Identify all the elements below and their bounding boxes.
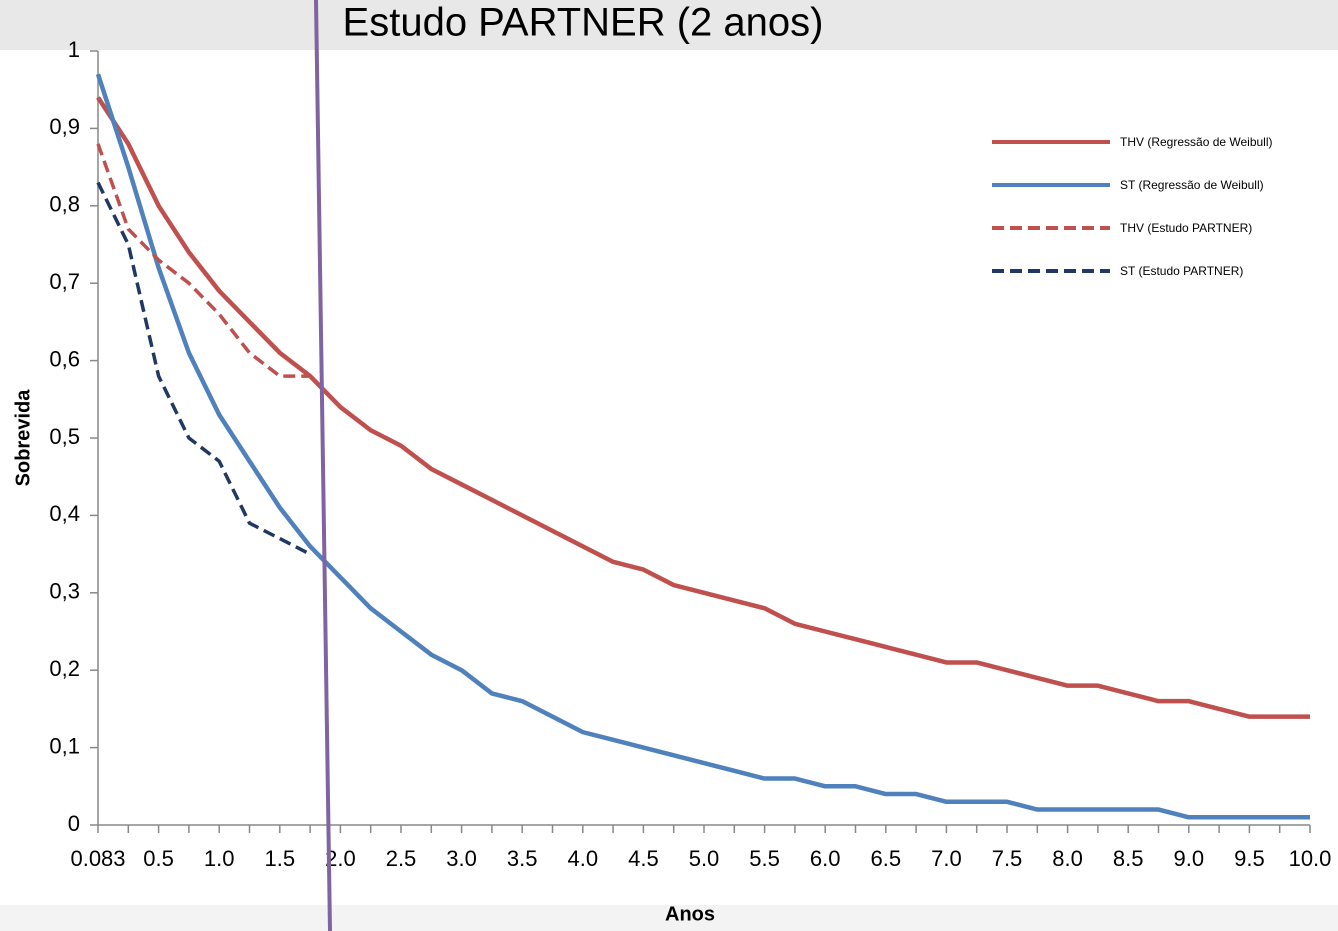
legend-label: ST (Regressão de Weibull) <box>1120 178 1264 192</box>
y-tick-label: 0,6 <box>49 346 80 371</box>
x-axis-label: Anos <box>665 903 715 925</box>
y-tick-label: 0,9 <box>49 114 80 139</box>
y-tick-label: 0,4 <box>49 501 80 526</box>
x-tick-label: 0.5 <box>143 846 174 871</box>
x-tick-label: 9.0 <box>1174 846 1205 871</box>
y-tick-label: 0 <box>68 811 80 836</box>
chart: Estudo PARTNER (2 anos) Anos Sobrevida 0… <box>0 0 1338 931</box>
x-tick-label: 5.0 <box>689 846 720 871</box>
legend-label: THV (Estudo PARTNER) <box>1120 221 1252 235</box>
legend-label: THV (Regressão de Weibull) <box>1120 135 1273 149</box>
y-tick-label: 0,7 <box>49 269 80 294</box>
y-axis-label: Sobrevida <box>12 389 34 487</box>
chart-title: Estudo PARTNER (2 anos) <box>343 1 824 45</box>
y-tick-label: 1 <box>68 37 80 62</box>
y-tick-label: 0,1 <box>49 733 80 758</box>
x-tick-label: 3.5 <box>507 846 538 871</box>
x-tick-label: 4.5 <box>628 846 659 871</box>
x-tick-label: 9.5 <box>1234 846 1265 871</box>
y-tick-label: 0,8 <box>49 192 80 217</box>
x-tick-label: 7.0 <box>931 846 962 871</box>
x-tick-label: 5.5 <box>749 846 780 871</box>
x-tick-label: 1.5 <box>265 846 296 871</box>
marker-line <box>316 0 330 931</box>
x-tick-label: 10.0 <box>1289 846 1332 871</box>
x-tick-label: 1.0 <box>204 846 235 871</box>
series-line <box>98 183 310 555</box>
x-tick-label: 8.0 <box>1052 846 1083 871</box>
x-tick-label: 2.5 <box>386 846 417 871</box>
x-tick-label: 8.5 <box>1113 846 1144 871</box>
y-tick-label: 0,2 <box>49 656 80 681</box>
x-tick-label: 6.5 <box>871 846 902 871</box>
x-tick-label: 0.083 <box>70 846 125 871</box>
legend-label: ST (Estudo PARTNER) <box>1120 264 1243 278</box>
x-tick-label: 7.5 <box>992 846 1023 871</box>
x-tick-label: 6.0 <box>810 846 841 871</box>
x-tick-label: 4.0 <box>568 846 599 871</box>
x-tick-label: 3.0 <box>446 846 477 871</box>
plot-area: 0 0,1 0,2 0,3 0,4 0,5 0,6 0,7 0,8 0,9 1 0.083 0.5 1.0… <box>49 37 1331 871</box>
page: {"chart_data": {"type": "line", "title":… <box>0 0 1338 931</box>
y-tick-label: 0,5 <box>49 424 80 449</box>
y-tick-label: 0,3 <box>49 579 80 604</box>
